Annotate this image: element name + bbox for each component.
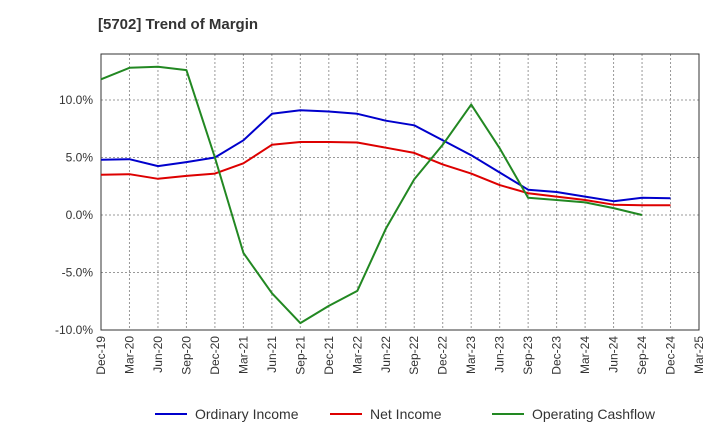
legend-label-net-income: Net Income (370, 406, 442, 422)
x-tick-label: Jun-21 (265, 336, 279, 373)
x-tick-label: Mar-25 (692, 336, 706, 374)
x-tick-label: Mar-20 (122, 336, 136, 374)
x-tick-labels: Dec-19 Mar-20 Jun-20 Sep-20 Dec-20 Mar-21 Jun-… (94, 336, 706, 375)
x-tick-label: Dec-21 (322, 336, 336, 375)
x-tick-label: Jun-20 (151, 336, 165, 373)
x-tick-label: Jun-22 (379, 336, 393, 373)
operating-cashflow-line (100, 65, 643, 325)
plot-frame (100, 53, 700, 331)
x-tick-label: Mar-23 (464, 336, 478, 374)
x-tick-label: Mar-22 (350, 336, 364, 374)
y-tick-label: 5.0% (66, 151, 94, 165)
x-tick-label: Sep-21 (293, 336, 307, 375)
x-tick-label: Dec-23 (550, 336, 564, 375)
x-tick-label: Sep-22 (407, 336, 421, 375)
legend-label-operating-cashflow: Operating Cashflow (532, 406, 656, 422)
x-tick-label: Sep-23 (521, 336, 535, 375)
y-tick-label: -5.0% (62, 266, 94, 280)
x-tick-label: Jun-23 (493, 336, 507, 373)
y-tick-label: 10.0% (59, 93, 93, 107)
x-tick-label: Jun-24 (607, 336, 621, 373)
x-tick-label: Dec-24 (664, 336, 678, 375)
x-tick-label: Mar-24 (578, 336, 592, 374)
plot-background (101, 54, 699, 330)
x-tick-label: Dec-22 (436, 336, 450, 375)
x-tick-label: Mar-21 (236, 336, 250, 374)
y-tick-label: 0.0% (66, 208, 94, 222)
legend: Ordinary Income Net Income Operating Cashf… (155, 406, 656, 422)
ordinary-income-line (100, 109, 671, 203)
x-tick-label: Sep-24 (635, 336, 649, 375)
series-lines (100, 65, 671, 325)
chart-title: [5702] Trend of Margin (98, 16, 259, 33)
x-tick-label: Dec-20 (208, 336, 222, 375)
x-tick-label: Dec-19 (94, 336, 108, 375)
x-tick-label: Sep-20 (179, 336, 193, 375)
legend-label-ordinary-income: Ordinary Income (195, 406, 299, 422)
y-tick-label: -10.0% (55, 323, 93, 337)
y-tick-labels: -10.0% -5.0% 0.0% 5.0% 10.0% (55, 93, 93, 337)
net-income-line (100, 141, 671, 207)
